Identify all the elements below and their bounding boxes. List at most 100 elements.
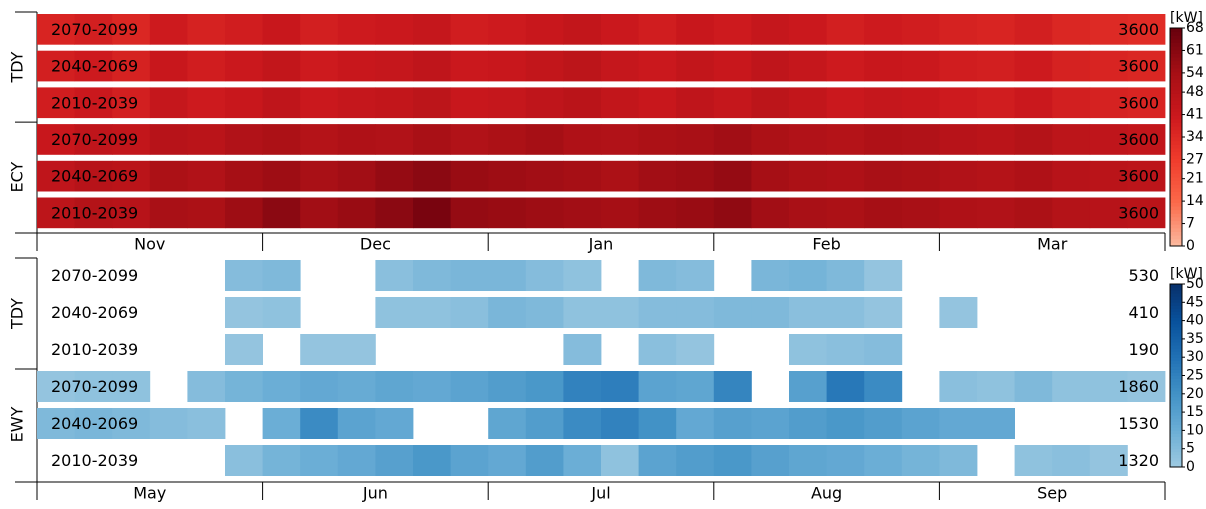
heat-cell: [676, 14, 715, 45]
colorbar-step: [1170, 290, 1182, 294]
heat-cell: [1014, 14, 1053, 45]
heat-cell: [525, 124, 564, 155]
heat-cell: [1052, 371, 1091, 402]
heat-cell: [1014, 371, 1053, 402]
heat-cell: [300, 334, 339, 365]
heat-cell: [864, 87, 903, 119]
colorbar-step: [1170, 430, 1182, 434]
heat-cell: [37, 124, 75, 155]
heat-cell: [789, 260, 827, 291]
colorbar-step: [1170, 46, 1182, 51]
colorbar-step: [1170, 184, 1182, 189]
colorbar-tick-label: 41: [1186, 107, 1204, 123]
heat-cell: [563, 445, 602, 476]
heat-cell: [1089, 87, 1128, 119]
heat-cell: [413, 124, 451, 155]
heat-cell: [187, 197, 226, 229]
x-tick-label: Dec: [360, 235, 391, 254]
heat-cell: [225, 50, 263, 82]
colorbar-step: [1170, 220, 1182, 225]
heat-cell: [300, 371, 339, 402]
x-tick-label: Sep: [1037, 484, 1067, 503]
colorbar-step: [1170, 387, 1182, 392]
heat-cell: [1089, 197, 1128, 229]
heat-cell: [525, 408, 564, 439]
colorbar-step: [1170, 64, 1182, 69]
colorbar-step: [1170, 299, 1182, 303]
heat-cell: [901, 87, 940, 119]
heat-cell: [450, 87, 489, 119]
heat-cell: [676, 334, 715, 365]
heat-cell: [977, 14, 1015, 45]
colorbar-step: [1170, 366, 1182, 370]
colorbar-step: [1170, 454, 1182, 459]
heat-cell: [37, 371, 75, 402]
heat-cell: [149, 50, 188, 82]
heat-cell: [300, 87, 339, 119]
heat-cell: [149, 197, 188, 229]
heat-cell: [939, 160, 978, 192]
heat-cell: [1052, 14, 1091, 45]
heat-cell: [826, 334, 865, 365]
heat-cell: [262, 160, 301, 192]
heat-cell: [901, 124, 940, 155]
heat-cell: [601, 297, 639, 328]
heat-cell: [413, 50, 451, 82]
colorbar-step: [1170, 412, 1182, 416]
heat-cell: [300, 445, 339, 476]
colorbar-step: [1170, 409, 1182, 413]
heat-cell: [37, 197, 75, 229]
colorbar-step: [1170, 320, 1182, 325]
heat-cell: [450, 50, 489, 82]
heat-cell: [638, 50, 677, 82]
colorbar-tick-label: 61: [1186, 42, 1204, 58]
heat-cell: [262, 50, 301, 82]
x-tick-label: Aug: [811, 484, 842, 503]
colorbar-step: [1170, 393, 1182, 398]
colorbar-step: [1170, 166, 1182, 171]
heat-cell: [751, 14, 790, 45]
heat-cell: [37, 50, 75, 82]
heat-cell: [74, 124, 113, 155]
heat-cell: [751, 124, 790, 155]
heat-cell: [1127, 87, 1166, 119]
row-label: 2070-2099: [51, 377, 138, 396]
colorbar-step: [1170, 402, 1182, 407]
heat-cell: [1014, 160, 1053, 192]
colorbar-tick-label: 50: [1186, 276, 1204, 292]
colorbar-step: [1170, 231, 1182, 236]
colorbar-step: [1170, 206, 1182, 211]
colorbar-step: [1170, 287, 1182, 291]
heat-cell: [187, 371, 226, 402]
row-label: 2040-2069: [51, 303, 138, 322]
colorbar-step: [1170, 144, 1182, 149]
heat-cell: [1127, 160, 1166, 192]
heat-cell: [1052, 160, 1091, 192]
heat-cell: [864, 408, 903, 439]
row-total: 190: [1128, 340, 1159, 359]
heat-cell: [789, 297, 827, 328]
heat-cell: [939, 197, 978, 229]
heat-cell: [74, 50, 113, 82]
heat-cell: [826, 124, 865, 155]
colorbar-tick-label: 0: [1186, 238, 1195, 254]
heat-cell: [225, 260, 263, 291]
heat-cell: [525, 50, 564, 82]
row-label: 2070-2099: [51, 20, 138, 39]
colorbar-tick-label: 5: [1186, 441, 1195, 457]
heat-cell: [300, 160, 339, 192]
heat-cell: [225, 334, 263, 365]
heat-cell: [977, 371, 1015, 402]
heat-cell: [638, 445, 677, 476]
colorbar-step: [1170, 180, 1182, 185]
colorbar-step: [1170, 375, 1182, 380]
x-tick-label: Mar: [1037, 235, 1068, 254]
heat-cell: [864, 197, 903, 229]
colorbar-step: [1170, 35, 1182, 40]
colorbar-step: [1170, 448, 1182, 453]
colorbar-step: [1170, 357, 1182, 361]
colorbar-step: [1170, 122, 1182, 127]
heat-cell: [337, 197, 376, 229]
colorbar-step: [1170, 216, 1182, 222]
heat-cell: [713, 87, 752, 119]
